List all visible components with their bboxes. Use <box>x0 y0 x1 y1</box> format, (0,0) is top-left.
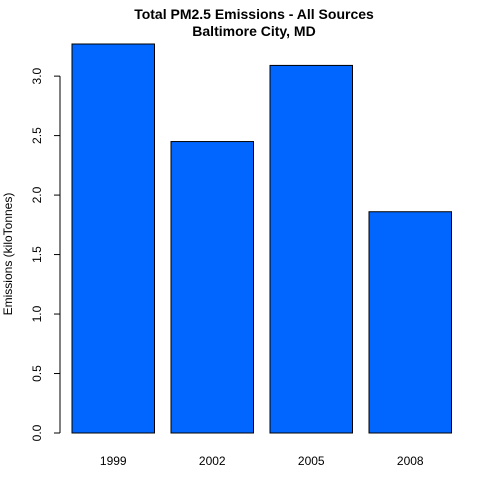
y-tick-label: 3.0 <box>30 67 44 84</box>
x-tick-label: 2005 <box>298 454 325 468</box>
bars-layer <box>71 43 452 434</box>
y-tick-label: 0.0 <box>30 424 44 441</box>
y-tick-label: 2.5 <box>30 127 44 144</box>
y-tick-label: 2.0 <box>30 186 44 203</box>
bar-1999 <box>71 43 155 434</box>
x-tick-label: 1999 <box>100 454 127 468</box>
bar-2002 <box>170 141 254 434</box>
bar-2005 <box>269 64 353 434</box>
bar-2008 <box>368 211 452 434</box>
x-tick-label: 2002 <box>199 454 226 468</box>
y-tick-label: 1.5 <box>30 246 44 263</box>
x-tick-label: 2008 <box>397 454 424 468</box>
chart-title: Total PM2.5 Emissions - All Sources <box>134 6 374 22</box>
y-tick-label: 0.5 <box>30 365 44 382</box>
y-tick-label: 1.0 <box>30 305 44 322</box>
x-axis: 1999 2002 2005 2008 <box>100 454 424 468</box>
chart-subtitle: Baltimore City, MD <box>192 23 315 39</box>
y-axis-label: Emissions (kiloTonnes) <box>1 193 15 316</box>
y-axis: 0.0 0.5 1.0 1.5 2.0 2.5 3.0 <box>30 67 61 441</box>
